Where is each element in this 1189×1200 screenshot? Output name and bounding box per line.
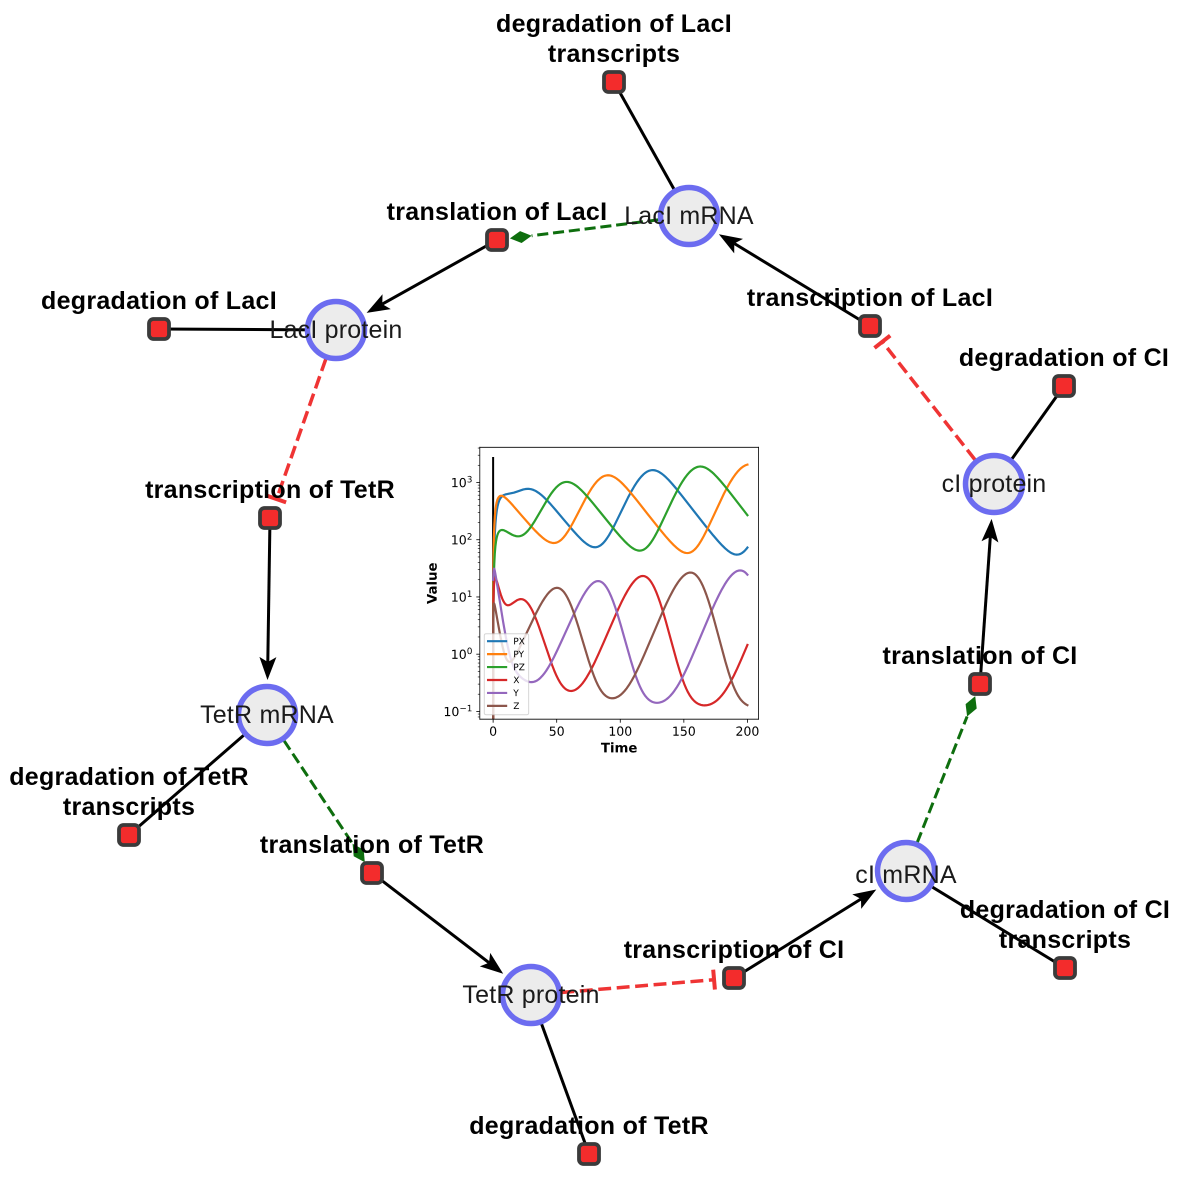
svg-text:TetR protein: TetR protein bbox=[462, 981, 599, 1009]
svg-text:transcription of LacI: transcription of LacI bbox=[747, 284, 993, 312]
svg-text:translation of LacI: translation of LacI bbox=[387, 198, 608, 226]
svg-text:degradation of CI: degradation of CI bbox=[960, 896, 1170, 924]
svg-text:degradation of TetR: degradation of TetR bbox=[9, 763, 249, 791]
svg-text:degradation of LacI: degradation of LacI bbox=[496, 10, 732, 38]
svg-text:degradation of LacI: degradation of LacI bbox=[41, 287, 277, 315]
svg-text:transcripts: transcripts bbox=[548, 40, 680, 68]
svg-text:LacI mRNA: LacI mRNA bbox=[624, 202, 754, 230]
svg-text:transcription of TetR: transcription of TetR bbox=[145, 476, 395, 504]
svg-text:degradation of TetR: degradation of TetR bbox=[469, 1112, 709, 1140]
svg-text:translation of CI: translation of CI bbox=[882, 642, 1077, 670]
svg-text:TetR mRNA: TetR mRNA bbox=[200, 701, 334, 729]
svg-text:transcription of CI: transcription of CI bbox=[624, 936, 845, 964]
svg-text:cI mRNA: cI mRNA bbox=[855, 861, 957, 889]
svg-text:cI protein: cI protein bbox=[942, 470, 1047, 498]
svg-text:transcripts: transcripts bbox=[63, 793, 195, 821]
svg-text:LacI protein: LacI protein bbox=[269, 316, 402, 344]
svg-text:degradation of CI: degradation of CI bbox=[959, 344, 1169, 372]
svg-text:transcripts: transcripts bbox=[999, 926, 1131, 954]
svg-text:translation of TetR: translation of TetR bbox=[260, 831, 484, 859]
